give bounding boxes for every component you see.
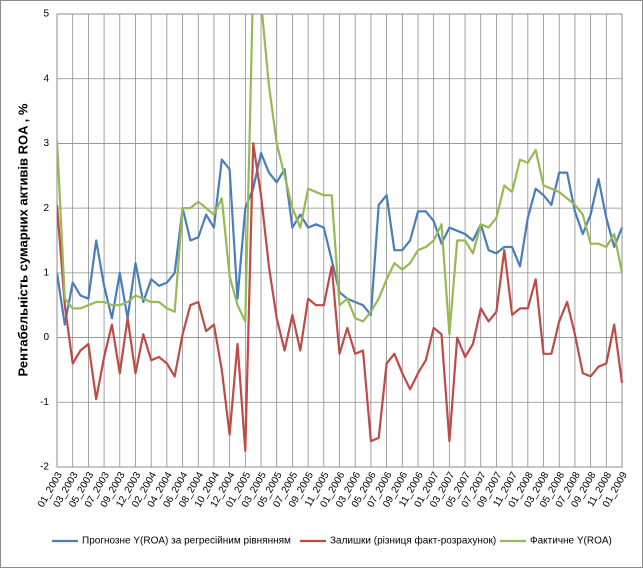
legend-label: Залишки (різниця факт-розрахунок) [330,535,496,547]
y-axis-title: Рентабельність сумарних активів ROA , % [15,103,30,376]
legend: Прогнозне Y(ROA) за регресійним рівняння… [52,535,612,547]
series-line [57,142,624,452]
plot-border [56,13,623,468]
legend-label: Прогнозне Y(ROA) за регресійним рівняння… [82,536,291,547]
series-line [57,14,624,336]
y-tick-label: 2 [43,203,49,214]
y-tick-label: 3 [43,138,49,149]
y-tick-label: 4 [43,73,49,84]
legend-label: Фактичне Y(ROA) [530,536,612,547]
series-lines [57,14,624,452]
y-tick-label: -2 [40,462,49,473]
y-tick-label: 1 [43,267,49,278]
y-tick-label: 0 [43,332,49,343]
y-tick-label: -1 [40,397,49,408]
y-tick-label: 5 [43,9,49,20]
